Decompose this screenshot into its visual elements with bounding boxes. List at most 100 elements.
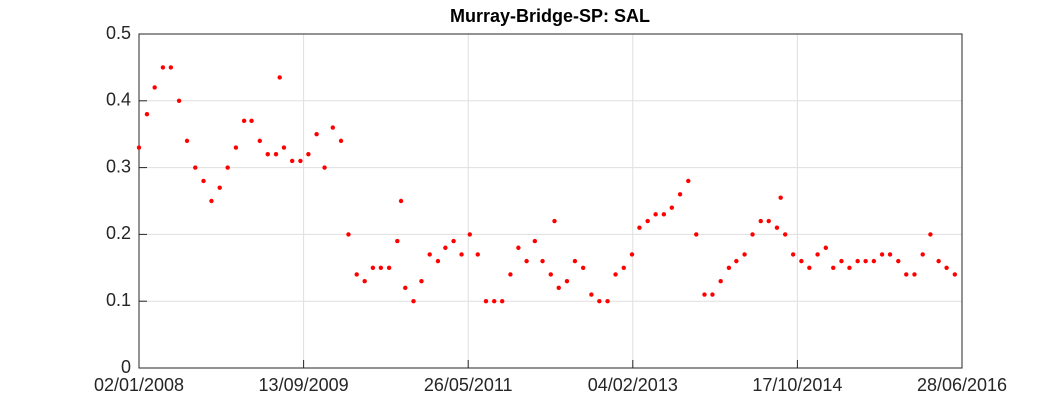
point xyxy=(249,118,254,124)
point xyxy=(184,138,190,144)
x-tick-label: 13/09/2009 xyxy=(259,375,349,395)
point xyxy=(144,111,150,117)
point xyxy=(306,152,311,157)
point xyxy=(398,198,404,204)
x-tick-label: 04/02/2013 xyxy=(588,375,678,395)
point xyxy=(677,192,683,197)
point xyxy=(281,145,287,150)
point xyxy=(912,272,917,277)
y-tick-label: 0 xyxy=(121,357,131,377)
point xyxy=(863,258,868,264)
point xyxy=(799,258,804,264)
point xyxy=(936,258,941,264)
point xyxy=(233,145,239,150)
point xyxy=(597,299,602,304)
point xyxy=(273,152,279,157)
point xyxy=(257,138,262,144)
point xyxy=(871,258,877,264)
point xyxy=(298,158,303,164)
point xyxy=(661,212,667,217)
point xyxy=(839,258,844,264)
point xyxy=(217,185,222,190)
point xyxy=(354,272,359,277)
point xyxy=(524,258,529,264)
point xyxy=(459,252,464,257)
point xyxy=(928,232,933,237)
point xyxy=(637,225,642,230)
point xyxy=(277,75,282,80)
point xyxy=(160,65,166,70)
point xyxy=(427,252,432,257)
point xyxy=(952,272,958,277)
point xyxy=(435,258,441,264)
point xyxy=(669,205,675,210)
point xyxy=(176,98,182,104)
point xyxy=(556,285,561,291)
point xyxy=(548,272,553,277)
y-tick-label: 0.4 xyxy=(106,90,131,110)
point xyxy=(920,252,925,257)
point xyxy=(378,265,384,270)
point xyxy=(645,218,650,224)
point xyxy=(136,145,142,150)
point xyxy=(451,238,456,244)
point xyxy=(750,232,755,237)
point xyxy=(629,252,635,257)
point xyxy=(613,272,618,277)
point xyxy=(718,278,723,284)
point xyxy=(653,212,658,217)
point xyxy=(386,265,392,270)
point xyxy=(443,245,448,250)
point xyxy=(362,278,367,284)
point xyxy=(532,238,538,244)
point xyxy=(823,245,829,250)
point xyxy=(403,285,408,291)
point xyxy=(483,299,489,304)
point xyxy=(314,132,319,137)
point xyxy=(492,299,497,304)
point xyxy=(734,258,739,264)
point xyxy=(855,258,860,264)
chart-title: Murray-Bridge-SP: SAL xyxy=(450,6,650,26)
point xyxy=(265,152,270,157)
point xyxy=(831,265,836,270)
x-tick-label: 26/05/2011 xyxy=(424,375,513,395)
point xyxy=(790,252,796,257)
point xyxy=(766,218,771,224)
point xyxy=(887,252,893,257)
point xyxy=(807,265,812,270)
point xyxy=(201,178,206,184)
y-tick-label: 0.5 xyxy=(106,23,131,43)
point xyxy=(896,258,901,264)
point xyxy=(552,218,557,224)
point xyxy=(152,85,157,90)
point xyxy=(419,278,424,284)
point xyxy=(847,265,852,270)
x-tick-label: 17/10/2014 xyxy=(752,375,842,395)
point xyxy=(572,258,578,264)
point xyxy=(694,232,699,237)
point xyxy=(395,238,400,244)
point xyxy=(686,178,691,184)
point xyxy=(225,165,230,170)
point xyxy=(467,232,472,237)
point xyxy=(499,299,505,304)
point xyxy=(564,278,570,284)
y-tick-label: 0.2 xyxy=(106,223,131,243)
point xyxy=(338,138,344,144)
point xyxy=(621,265,626,270)
point xyxy=(589,292,594,297)
point xyxy=(904,272,909,277)
point xyxy=(726,265,732,270)
point xyxy=(879,252,885,257)
plot-frame xyxy=(138,33,963,369)
point xyxy=(605,299,610,304)
point xyxy=(289,158,295,164)
x-tick-label: 28/06/2016 xyxy=(917,375,1007,395)
point xyxy=(742,252,747,257)
point xyxy=(411,299,416,304)
point xyxy=(508,272,513,277)
point xyxy=(758,218,763,224)
